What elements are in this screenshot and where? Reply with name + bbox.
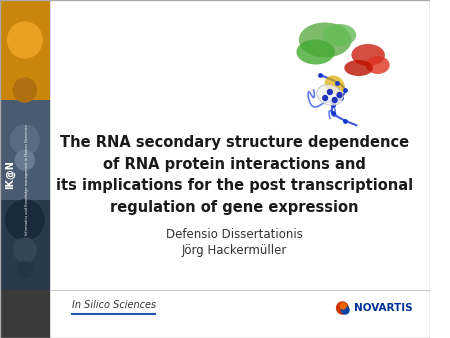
Circle shape: [332, 97, 337, 102]
Bar: [0, 0, 50, 338]
Circle shape: [342, 306, 349, 314]
Ellipse shape: [344, 60, 373, 76]
Circle shape: [10, 125, 39, 155]
Bar: [0, 0, 50, 100]
Bar: [0, 100, 50, 200]
Text: Jörg Hackermüller: Jörg Hackermüller: [182, 244, 287, 257]
Circle shape: [323, 96, 328, 100]
Ellipse shape: [323, 24, 356, 46]
Circle shape: [337, 93, 342, 97]
Ellipse shape: [297, 40, 335, 65]
Ellipse shape: [324, 75, 345, 95]
Bar: [0, 200, 50, 290]
Circle shape: [15, 150, 34, 170]
Circle shape: [341, 303, 346, 309]
Bar: [50, 0, 430, 338]
Circle shape: [6, 200, 44, 240]
Circle shape: [14, 78, 36, 102]
Circle shape: [14, 238, 36, 262]
Text: In Silico Sciences: In Silico Sciences: [72, 300, 156, 310]
Ellipse shape: [299, 23, 351, 57]
Text: IK@N: IK@N: [4, 161, 15, 189]
Circle shape: [337, 302, 348, 314]
Circle shape: [17, 262, 32, 278]
Text: Defensio Dissertationis: Defensio Dissertationis: [166, 228, 303, 241]
Circle shape: [8, 22, 42, 58]
Text: Informatics and Knowledge management in Human Genomics: Informatics and Knowledge management in …: [25, 125, 29, 235]
Ellipse shape: [317, 85, 343, 105]
Ellipse shape: [366, 56, 390, 74]
Text: NOVARTIS: NOVARTIS: [354, 303, 413, 313]
Text: The RNA secondary structure dependence
of RNA protein interactions and
its impli: The RNA secondary structure dependence o…: [56, 135, 413, 215]
Ellipse shape: [351, 44, 385, 66]
Circle shape: [328, 90, 332, 95]
